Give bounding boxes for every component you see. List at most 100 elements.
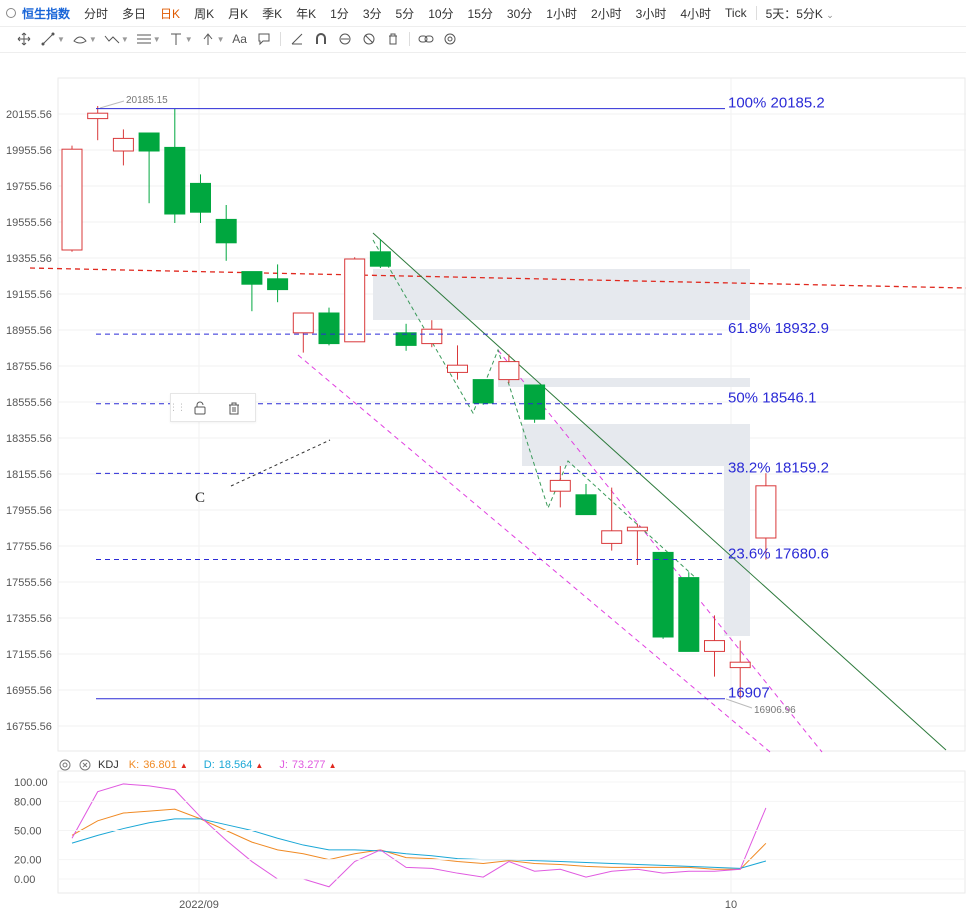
high-label-pointer [99, 100, 125, 109]
candle-body [215, 218, 237, 244]
trash-icon[interactable] [217, 394, 251, 421]
kdj-tick-label: 0.00 [14, 874, 35, 886]
chevron-down-icon[interactable]: ▼ [57, 34, 65, 44]
shape-tools-icon[interactable] [68, 28, 92, 50]
price-tick-label: 18955.56 [6, 325, 52, 337]
period-tab-2h[interactable]: 2小时 [590, 6, 622, 21]
candle-body [575, 494, 597, 516]
kdj-tick-label: 80.00 [14, 796, 42, 808]
candle-body [704, 640, 725, 652]
close-icon[interactable] [78, 758, 92, 772]
d-label: D: [203, 759, 215, 771]
kdj-name: KDJ [98, 759, 119, 771]
text-tools-icon[interactable] [164, 28, 188, 50]
k-label: K: [128, 759, 140, 771]
period-tab-4h[interactable]: 4小时 [680, 6, 712, 21]
link-icon[interactable] [414, 28, 438, 50]
candle-body [447, 364, 468, 373]
period-tab-weekly[interactable]: 周K [194, 6, 215, 21]
period-tab-1h[interactable]: 1小时 [546, 6, 577, 21]
chevron-down-icon[interactable]: ▼ [152, 34, 161, 44]
divider [755, 6, 757, 20]
abc-wave-path [372, 239, 699, 581]
pattern-tools-icon[interactable] [100, 28, 124, 50]
trend-lines[interactable]: C [29, 232, 966, 753]
unlock-icon[interactable] [183, 394, 217, 421]
kdj-panel [71, 783, 767, 888]
magnet-icon[interactable] [309, 28, 333, 50]
candle-body [112, 137, 134, 152]
chevron-down-icon[interactable]: ▼ [120, 34, 129, 44]
candle-body [344, 258, 366, 343]
drag-handle[interactable]: ⋮⋮ [169, 402, 186, 412]
chevron-down-icon[interactable]: ▼ [88, 34, 97, 44]
price-tick-label: 19155.56 [6, 289, 52, 301]
candle-body [652, 551, 674, 638]
period-tab-monthly[interactable]: 月K [228, 6, 249, 21]
lock-icon[interactable] [333, 28, 357, 50]
candle-body [241, 271, 263, 285]
fib-level-label: 16907 [728, 685, 770, 702]
chevron-down-icon[interactable]: ▼ [184, 34, 193, 44]
index-title[interactable]: 恒生指数 [22, 6, 71, 21]
candle-body [61, 148, 83, 251]
price-tick-label: 16955.56 [6, 685, 52, 697]
candle-body [164, 146, 186, 215]
plot-frame [57, 77, 966, 752]
settings-icon[interactable] [438, 28, 462, 50]
candle-body [549, 479, 571, 492]
kdj-tick-label: 20.00 [14, 855, 42, 867]
low-label-pointer [725, 698, 753, 709]
period-bar: 恒生指数 分时 多日 日K 周K 月K 季K 年K 1分 3分 5分 10分 1… [0, 0, 966, 27]
candle-body [395, 332, 417, 346]
period-tab-3h[interactable]: 3小时 [635, 6, 667, 21]
arrow-tools-icon[interactable] [196, 28, 220, 50]
channel-lower-line [297, 354, 771, 753]
settings-icon[interactable] [58, 758, 72, 772]
price-tick-label: 17555.56 [6, 577, 52, 589]
fib-tools-icon[interactable] [132, 28, 156, 50]
kdj-legend: KDJ K: 36.801 ▲ D: 18.564 ▲ J: 73.277 ▲ [58, 757, 336, 773]
chart-canvas[interactable]: C 20185.15 16906.96 100% 20185.2 61.8% 189… [0, 52, 966, 923]
multi-day-select[interactable]: 5天：5分K ⌄ [759, 5, 841, 22]
candle-body [729, 661, 751, 669]
line-tools-icon[interactable] [36, 28, 60, 50]
fib-level-label: 50% 18546.1 [728, 390, 816, 407]
divider [408, 32, 410, 46]
hide-icon[interactable] [357, 28, 381, 50]
period-tab-5min[interactable]: 5分 [395, 6, 415, 21]
period-tab-3min[interactable]: 3分 [362, 6, 382, 21]
font-icon[interactable]: Aa [232, 32, 247, 46]
chevron-down-icon[interactable]: ▼ [216, 34, 225, 44]
period-tab-multiday[interactable]: 多日 [122, 6, 147, 21]
gap-zone [498, 378, 750, 387]
delete-icon[interactable] [381, 28, 405, 50]
period-tab-1min[interactable]: 1分 [330, 6, 349, 21]
period-tab-quarterly[interactable]: 季K [262, 6, 283, 21]
candle-body [190, 182, 211, 213]
fib-level-label: 23.6% 17680.6 [728, 545, 829, 562]
fib-level-label: 100% 20185.2 [728, 95, 825, 112]
k-value: 36.801 [143, 759, 177, 771]
candle-body [626, 526, 648, 532]
annotation-leader-line [230, 439, 331, 487]
kdj-line-k [71, 808, 767, 870]
note-icon[interactable] [252, 28, 276, 50]
time-tick-label: 2022/09 [179, 899, 219, 911]
period-tab-yearly[interactable]: 年K [296, 6, 317, 21]
period-tab-15min[interactable]: 15分 [467, 6, 493, 21]
kdj-line-d [71, 818, 767, 869]
price-tick-label: 20155.56 [6, 109, 52, 121]
period-tab-timeshare[interactable]: 分时 [84, 6, 109, 21]
period-tab-tick[interactable]: Tick [725, 6, 747, 20]
period-tab-10min[interactable]: 10分 [428, 6, 454, 21]
crosshair-icon[interactable] [12, 28, 36, 50]
gap-zone [522, 424, 750, 466]
up-arrow-icon: ▲ [255, 760, 264, 770]
price-tick-label: 17355.56 [6, 613, 52, 625]
period-tab-30min[interactable]: 30分 [506, 6, 533, 21]
period-tab-daily[interactable]: 日K [160, 6, 181, 21]
ruler-icon[interactable] [285, 28, 309, 50]
candle-body [498, 361, 520, 381]
fibonacci-retracement[interactable]: 100% 20185.2 61.8% 18932.9 50% 18546.1 38.2… [96, 95, 829, 702]
